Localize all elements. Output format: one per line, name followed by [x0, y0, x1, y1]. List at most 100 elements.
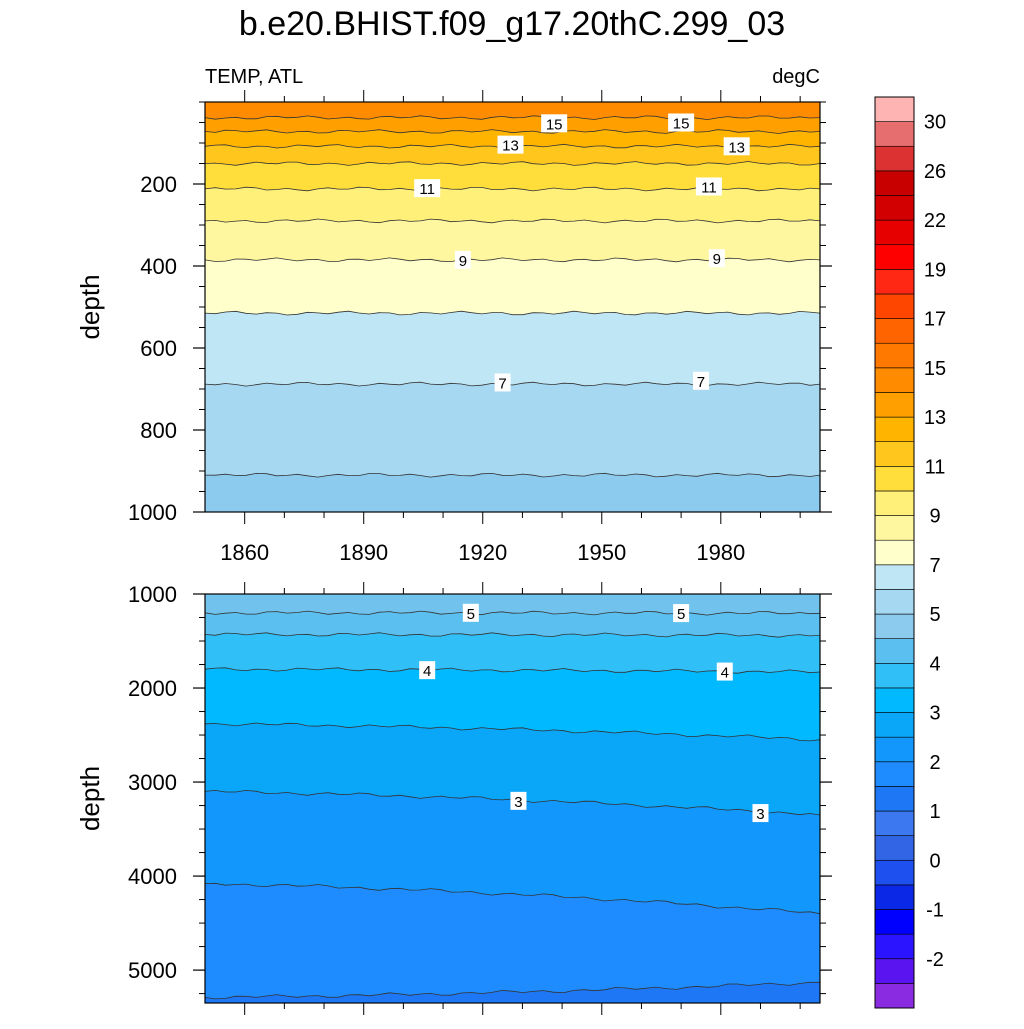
y-axis-label: depth — [75, 274, 105, 339]
contour-band — [205, 161, 820, 191]
contour-label-box — [414, 179, 441, 198]
colorbar-label: -1 — [926, 900, 944, 922]
contour-label-box — [723, 137, 750, 156]
contour-band — [205, 257, 820, 315]
x-tick-label: 1950 — [577, 540, 626, 565]
colorbar-swatch — [874, 342, 915, 369]
contour-label: 4 — [423, 663, 431, 680]
contour-label-box — [541, 114, 568, 133]
y-tick-label: 3000 — [128, 770, 177, 795]
contour-line — [204, 722, 821, 742]
contour-label: 11 — [419, 181, 435, 198]
y-tick-label: 1000 — [128, 500, 177, 525]
colorbar-label: 9 — [929, 506, 940, 528]
colorbar-swatch — [874, 293, 915, 319]
contour-line — [204, 115, 821, 121]
contour-band — [205, 382, 820, 478]
colorbar-swatch — [874, 564, 915, 590]
colorbar-swatch — [874, 884, 915, 910]
colorbar-label: 2 — [929, 752, 940, 774]
colorbar-label: 13 — [924, 407, 946, 429]
colorbar-label: 22 — [924, 210, 946, 232]
contour-line — [204, 218, 821, 224]
colorbar-label: 1 — [929, 801, 940, 823]
lower-panel: 5 5 4 4 3 3 1000 2000 3000 4000 5000 depth — [75, 582, 832, 1015]
contour-band — [205, 632, 820, 674]
colorbar-swatch — [874, 687, 915, 713]
colorbar-label: 30 — [924, 112, 946, 134]
contour-band — [205, 883, 820, 999]
colorbar-swatch — [874, 736, 915, 763]
contour-line — [204, 610, 821, 616]
colorbar-swatch — [874, 466, 915, 492]
contour-band — [205, 115, 820, 134]
colorbar-swatch — [874, 810, 915, 836]
contour-label: 3 — [514, 794, 522, 811]
contour-band — [205, 667, 820, 741]
colorbar-label: 11 — [925, 456, 946, 478]
y-tick-label: 1000 — [128, 582, 177, 607]
contour-label: 15 — [673, 116, 690, 133]
x-tick-label: 1890 — [339, 540, 388, 565]
colorbar-swatch — [874, 933, 915, 960]
colorbar-swatch — [874, 441, 915, 467]
colorbar: -2 -1 0 1 2 3 4 5 7 9 11 13 15 17 19 22 26 30 — [874, 96, 946, 1009]
colorbar-swatch — [874, 145, 915, 172]
contour-label: 11 — [701, 179, 717, 196]
contour-line — [204, 381, 821, 387]
colorbar-swatch — [874, 539, 915, 566]
contour-label: 4 — [721, 665, 729, 682]
contour-line — [204, 310, 821, 316]
colorbar-label: 15 — [924, 358, 946, 380]
contour-label-box — [716, 662, 733, 681]
colorbar-label: 19 — [924, 259, 946, 281]
contour-band — [205, 723, 820, 815]
contour-band — [205, 311, 820, 387]
colorbar-swatch — [874, 318, 915, 344]
colorbar-swatch — [874, 786, 915, 812]
plot-frame — [204, 593, 821, 1004]
contour-label-box — [695, 177, 722, 196]
colorbar-swatch — [874, 219, 915, 246]
contour-label-box — [708, 249, 725, 268]
y-tick-label: 800 — [140, 418, 177, 443]
y-axis-label: depth — [75, 766, 105, 831]
y-tick-label: 600 — [140, 336, 177, 361]
colorbar-swatch — [874, 712, 915, 738]
contour-band — [205, 982, 820, 1003]
contour-band — [205, 144, 820, 166]
colorbar-swatch — [874, 835, 915, 861]
contour-label-box — [510, 791, 527, 810]
colorbar-swatch — [874, 96, 915, 122]
colorbar-swatch — [874, 589, 915, 615]
y-tick-label: 200 — [140, 172, 177, 197]
colorbar-swatch — [874, 392, 915, 418]
y-tick-label: 2000 — [128, 676, 177, 701]
colorbar-swatch — [874, 662, 915, 689]
contour-band — [205, 473, 820, 512]
contour-label: 7 — [498, 375, 506, 392]
y-tick-label: 400 — [140, 254, 177, 279]
contour-label-box — [752, 804, 769, 823]
colorbar-label: 7 — [929, 555, 940, 577]
figure-title: b.e20.BHIST.f09_g17.20thC.299_03 — [239, 5, 785, 43]
x-tick-label: 1920 — [458, 540, 507, 565]
contour-label: 15 — [546, 116, 563, 133]
contour-label-box — [673, 604, 690, 623]
colorbar-swatch — [874, 515, 915, 541]
colorbar-swatch — [874, 490, 915, 516]
colorbar-swatch — [874, 638, 915, 664]
contour-label-box — [419, 661, 436, 680]
contour-label-box — [692, 371, 709, 390]
colorbar-label: -2 — [926, 949, 944, 971]
contour-label-box — [668, 113, 695, 132]
x-tick-label: 1860 — [220, 540, 269, 565]
contour-label: 5 — [677, 606, 685, 623]
contour-label-box — [497, 135, 524, 154]
colorbar-swatch — [874, 613, 915, 639]
contour-label: 7 — [697, 374, 705, 391]
contour-label-box — [494, 373, 511, 392]
contour-line — [204, 632, 821, 638]
contour-label: 3 — [756, 806, 764, 823]
